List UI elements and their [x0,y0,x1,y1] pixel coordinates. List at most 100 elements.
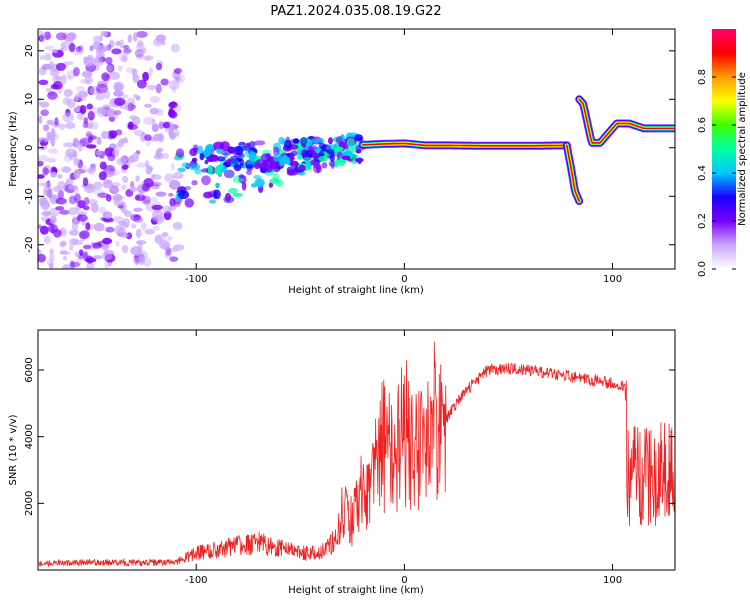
colorbar-label: Normalized spectral amplitude [737,72,748,226]
heatmap-cell [101,130,109,140]
colorbar-tick-label: 0.2 [697,213,708,229]
heatmap-cell [67,75,72,81]
heatmap-cell [177,167,186,173]
heatmap-cell [133,256,140,266]
heatmap-cell [160,78,169,86]
heatmap-cell [42,124,50,132]
spectrogram-xtick-label: 0 [401,274,407,285]
heatmap-cell [78,45,84,53]
snr-xtick-label: -100 [185,575,208,586]
heatmap-cell [189,148,198,157]
heatmap-cell [38,34,45,42]
heatmap-cell [184,198,194,208]
heatmap-cell [175,148,185,158]
snr-ylabel: SNR (10 * v/v) [8,414,19,485]
heatmap-cell [290,150,298,157]
heatmap-cell [171,180,178,187]
heatmap-cell [84,76,93,85]
heatmap-cell [68,229,79,236]
heatmap-cell [169,197,176,207]
heatmap-cell [341,155,351,160]
heatmap-cell [170,43,180,53]
heatmap-cell [117,65,123,72]
heatmap-cell [86,255,94,264]
heatmap-cell [94,65,100,71]
heatmap-cell [92,255,103,260]
heatmap-cell [88,166,97,172]
heatmap-cell [61,166,72,173]
heatmap-cell [310,138,319,144]
heatmap-cell [48,262,54,269]
heatmap-cell [121,245,129,254]
heatmap-cell [284,139,292,150]
heatmap-cell [191,157,198,163]
heatmap-cell [65,177,74,186]
heatmap-cell [132,217,144,223]
spectrogram-ytick-label: 0 [24,145,35,151]
heatmap-cell [46,119,54,125]
heatmap-cell [83,56,88,64]
heatmap-cell [334,159,339,168]
heatmap-cell [70,261,81,268]
snr-ytick-label: 4000 [24,424,35,449]
heatmap-cell [54,117,59,126]
heatmap-cell [87,85,95,96]
heatmap-cell [278,136,286,145]
heatmap-cell [40,109,49,117]
spectrogram-ytick-label: -10 [24,188,35,204]
heatmap-cell [111,48,122,55]
heatmap-cell [145,141,151,147]
heatmap-cell [142,183,151,192]
heatmap-cell [135,195,140,201]
heatmap-cell [135,175,140,183]
heatmap-cell [59,250,71,256]
heatmap-cell [113,109,122,116]
heatmap-cell [321,162,328,169]
heatmap-cell [155,108,164,117]
colorbar-tick-label: 0.8 [697,69,708,85]
heatmap-cell [85,122,94,129]
heatmap-cell [107,154,116,162]
heatmap-cell [47,148,59,154]
heatmap-cell [38,137,49,144]
colorbar: 0.0 0.2 0.4 0.6 0.8 Normalized spectral ampl… [697,29,748,277]
heatmap-cell [42,167,49,176]
heatmap-cell [97,192,109,199]
snr-ytick-label: 6000 [24,357,35,382]
heatmap-cell [131,223,137,229]
heatmap-cell [90,202,99,213]
heatmap-cell [143,199,151,206]
heatmap-cell [223,169,235,179]
heatmap-cell [102,45,108,52]
snr-ytick-label: 2000 [24,491,35,516]
heatmap-cell [71,221,79,231]
heatmap-cell [296,154,303,160]
heatmap-cell [207,164,213,175]
heatmap-cell [61,41,66,50]
heatmap-cell [117,94,129,99]
heatmap-cell [155,62,163,71]
heatmap-cell [151,118,156,128]
heatmap-cell [132,152,139,163]
heatmap-cell [123,210,132,218]
heatmap-cell [97,107,104,114]
heatmap-cell [114,82,123,93]
heatmap-cell [143,55,154,61]
heatmap-cell [49,253,55,262]
heatmap-cell [68,195,77,205]
heatmap-cell [127,121,134,130]
heatmap-cell [98,206,107,214]
heatmap-cell [156,135,164,140]
heatmap-marks [38,30,675,269]
heatmap-cell [107,130,114,140]
heatmap-cell [117,141,125,148]
heatmap-cell [133,94,139,99]
heatmap-cell [123,45,130,50]
heatmap-cell [62,96,71,106]
heatmap-cell [47,132,55,141]
heatmap-cell [208,199,217,204]
heatmap-cell [118,52,128,62]
heatmap-cell [318,155,329,162]
heatmap-cell [102,217,115,223]
heatmap-cell [146,84,157,91]
